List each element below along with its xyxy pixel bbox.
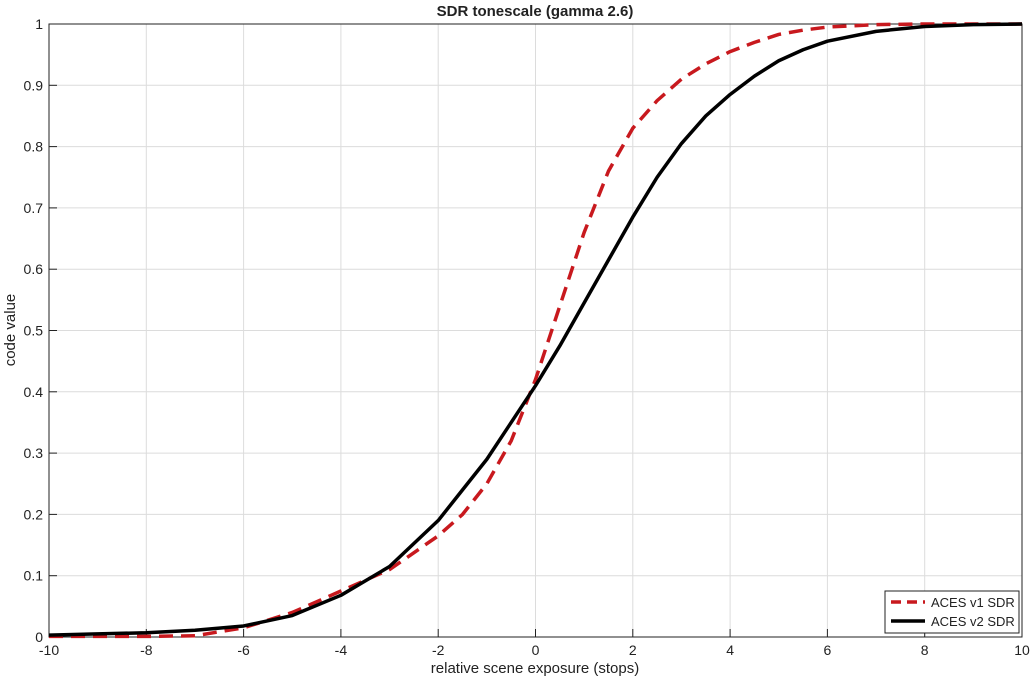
y-tick-label: 0.2 — [24, 506, 44, 522]
y-tick-label: 0.7 — [24, 200, 44, 216]
x-tick-label: -4 — [335, 642, 348, 658]
y-axis-label: code value — [2, 294, 19, 367]
x-tick-label: -6 — [237, 642, 250, 658]
y-tick-label: 0.6 — [24, 261, 44, 277]
y-tick-label: 0.4 — [24, 384, 44, 400]
y-tick-label: 0.9 — [24, 77, 44, 93]
y-tick-label: 0.1 — [24, 568, 44, 584]
x-axis-label: relative scene exposure (stops) — [431, 660, 639, 677]
plot-frame — [48, 23, 1023, 638]
y-tick-label: 0.8 — [24, 139, 44, 155]
legend-label: ACES v1 SDR — [931, 595, 1015, 610]
y-tick-label: 1 — [35, 16, 43, 32]
x-tick-label: -2 — [432, 642, 445, 658]
y-tick-label: 0.5 — [24, 323, 44, 339]
x-tick-label: 6 — [824, 642, 832, 658]
x-tick-label: -10 — [39, 642, 59, 658]
legend-box — [884, 590, 1020, 634]
x-tick-label: 4 — [726, 642, 734, 658]
y-tick-label: 0 — [35, 629, 43, 645]
series-line — [48, 22, 1023, 637]
x-tick-label: 10 — [1014, 642, 1030, 658]
legend-label: ACES v2 SDR — [931, 614, 1015, 629]
y-tick-label: 0.3 — [24, 445, 44, 461]
x-tick-label: 8 — [921, 642, 929, 658]
chart-title: SDR tonescale (gamma 2.6) — [437, 3, 634, 20]
x-tick-label: 2 — [629, 642, 637, 658]
x-tick-label: 0 — [532, 642, 540, 658]
x-tick-label: -8 — [140, 642, 153, 658]
